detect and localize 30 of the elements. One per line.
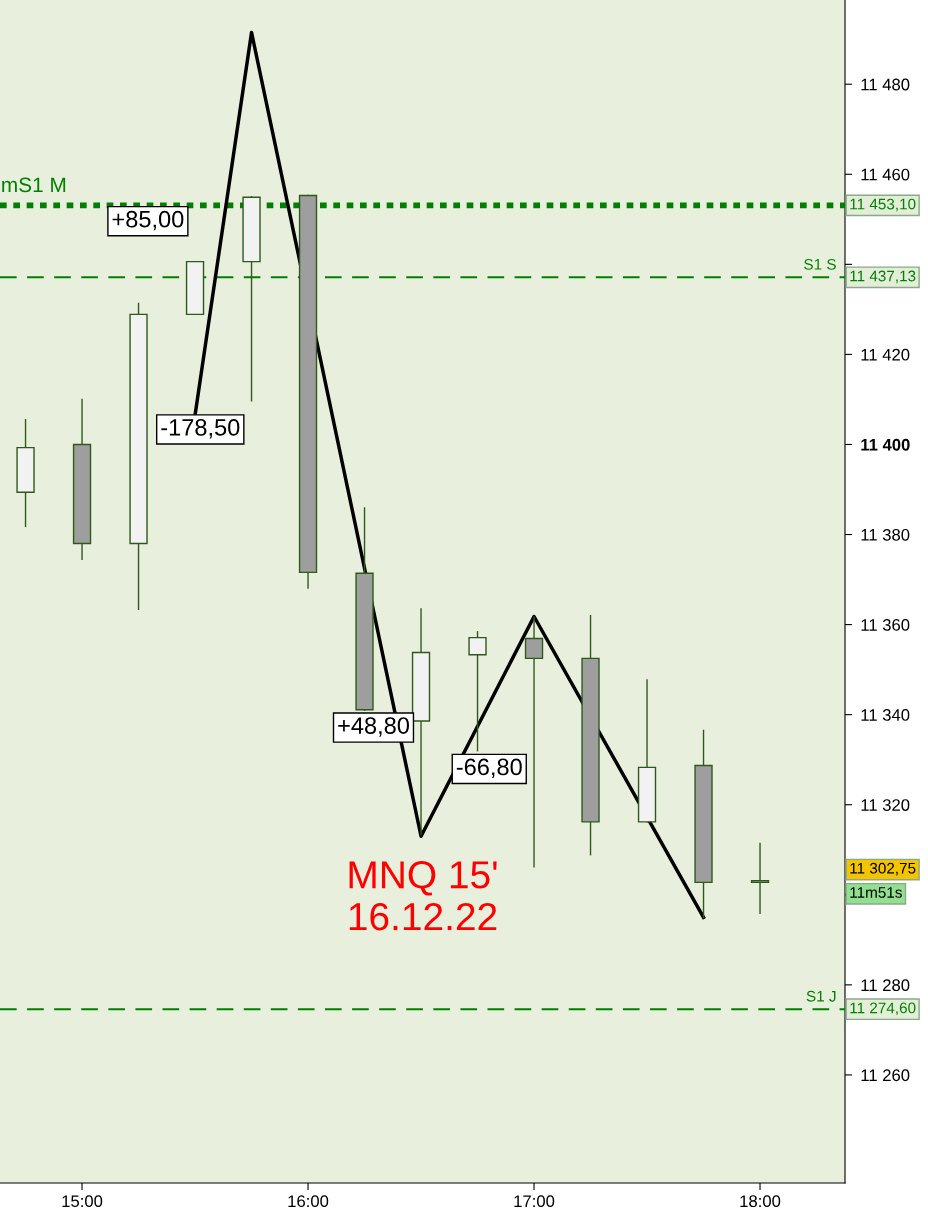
y-tick-label: 11 380 xyxy=(861,528,910,541)
annotation: +48,80 xyxy=(338,717,410,737)
y-tick-label: 11 400 xyxy=(861,438,910,451)
text: 11 437,13 xyxy=(850,270,916,284)
y-tick-label: 11 480 xyxy=(861,78,910,91)
annotation: -178,50 xyxy=(161,419,240,439)
candlestick xyxy=(750,842,770,914)
y-tick-label: 11 360 xyxy=(861,619,910,631)
text: 11m51s xyxy=(850,887,902,898)
x-tick-label: 17:00 xyxy=(514,1195,555,1208)
y-tick-label: 11 340 xyxy=(861,709,910,721)
x-tick-label: 18:00 xyxy=(740,1195,781,1208)
annotation: MNQ 15' 16.12.22 xyxy=(349,861,497,931)
x-tick-label: 15:00 xyxy=(62,1195,103,1208)
y-tick-label: 11 320 xyxy=(861,799,910,811)
y-tick-label: 11 460 xyxy=(861,168,910,181)
candlestick xyxy=(468,631,487,752)
y-tick-label: 11 420 xyxy=(861,348,910,361)
y-tick-label: 11 280 xyxy=(861,979,910,992)
text: 11 453,10 xyxy=(850,198,916,212)
text: 11 274,60 xyxy=(850,1002,916,1016)
ref-line-label: mS1 M xyxy=(2,177,66,193)
ref-line-label: S1 S xyxy=(804,258,836,270)
candlestick xyxy=(524,616,544,868)
x-tick-label: 16:00 xyxy=(288,1195,329,1208)
text: 11 302,75 xyxy=(850,862,916,876)
y-tick-label: 11 260 xyxy=(861,1069,910,1082)
ref-line-label: S1 J xyxy=(806,990,836,1002)
annotation: +85,00 xyxy=(112,210,184,231)
annotation: -66,80 xyxy=(456,758,522,779)
